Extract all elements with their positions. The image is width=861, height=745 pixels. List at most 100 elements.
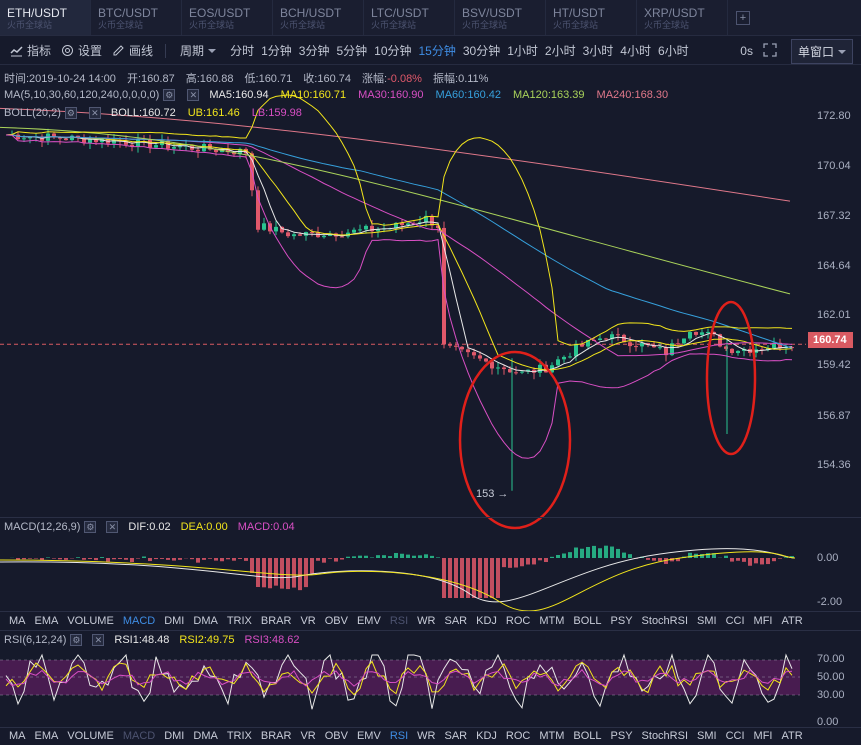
indicator-tab[interactable]: MA (9, 615, 26, 627)
pair-tab[interactable]: XRP/USDT 火币全球站 (637, 0, 728, 35)
pair-tab[interactable]: BTC/USDT 火币全球站 (91, 0, 182, 35)
period-option[interactable]: 15分钟 (418, 44, 456, 58)
rsi-settings-icon[interactable]: ⚙ (70, 634, 83, 646)
indicator-tab[interactable]: MTM (539, 615, 565, 627)
indicator-tab[interactable]: TRIX (226, 615, 252, 627)
ma60-value: MA60:160.42 (435, 89, 501, 101)
add-tab-button[interactable]: + (736, 11, 750, 25)
indicator-tab[interactable]: PSY (610, 615, 633, 627)
indicator-tab[interactable]: VR (300, 730, 316, 742)
pair-tab[interactable]: EOS/USDT 火币全球站 (182, 0, 273, 35)
rsi-close-icon[interactable]: ✕ (92, 634, 105, 646)
period-option[interactable]: 1小时 (507, 44, 538, 58)
period-option[interactable]: 30分钟 (462, 44, 501, 58)
indicator-tab[interactable]: OBV (324, 615, 348, 627)
price-axis: 172.80 170.04 167.32 164.64 162.01 159.4… (803, 0, 861, 520)
period-option[interactable]: 6小时 (657, 44, 689, 58)
indicator-tab[interactable]: MACD (122, 615, 156, 627)
indicator-tab[interactable]: VR (300, 615, 316, 627)
indicator-tab[interactable]: DMA (193, 730, 218, 742)
period-option[interactable]: 分时 (230, 44, 255, 58)
indicator-tab[interactable]: StochRSI (641, 730, 689, 742)
period-option[interactable]: 3小时 (582, 44, 614, 58)
pair-tab[interactable]: LTC/USDT 火币全球站 (364, 0, 455, 35)
indicator-tab[interactable]: MFI (753, 615, 773, 627)
period-option[interactable]: 5分钟 (336, 44, 368, 58)
cycle-dropdown[interactable]: 周期 (180, 42, 217, 59)
indicator-tab[interactable]: ROC (505, 730, 531, 742)
period-option[interactable]: 4小时 (620, 44, 651, 58)
indicator-tab[interactable]: CCI (725, 730, 745, 742)
indicator-tab[interactable]: BRAR (260, 730, 292, 742)
indicator-tab[interactable]: SMI (697, 730, 717, 742)
macd-settings-icon[interactable]: ⚙ (84, 521, 97, 533)
ma-close-icon[interactable]: ✕ (187, 89, 200, 101)
indicator-tab[interactable]: WR (417, 730, 436, 742)
indicator-tab[interactable]: DMA (193, 615, 218, 627)
pair-tab[interactable]: HT/USDT 火币全球站 (546, 0, 637, 35)
indicator-tab[interactable]: EMA (34, 730, 59, 742)
indicator-tab[interactable]: CCI (725, 615, 745, 627)
candle-body (430, 215, 434, 226)
indicator-tab[interactable]: RSI (389, 730, 409, 742)
indicator-tab[interactable]: EMV (356, 730, 381, 742)
ma30-value: MA30:160.90 (358, 89, 424, 101)
ohlc-amplitude: 振幅:0.11% (433, 73, 489, 85)
indicator-tab[interactable]: VOLUME (67, 615, 114, 627)
indicator-tab[interactable]: KDJ (476, 730, 497, 742)
indicator-tab[interactable]: OBV (324, 730, 348, 742)
indicator-tab[interactable]: SAR (444, 730, 468, 742)
ma-settings-icon[interactable]: ⚙ (163, 89, 176, 101)
indicator-tab[interactable]: MTM (539, 730, 565, 742)
indicator-tab[interactable]: DMI (164, 730, 185, 742)
indicator-tab[interactable]: SAR (444, 615, 468, 627)
period-option[interactable]: 2小时 (544, 44, 576, 58)
draw-line-button[interactable]: 画线 (112, 42, 153, 59)
indicator-tab[interactable]: DMI (164, 615, 185, 627)
price-tick: 159.42 (817, 359, 851, 371)
pair-tab[interactable]: BSV/USDT 火币全球站 (455, 0, 546, 35)
indicator-tab[interactable]: WR (417, 615, 436, 627)
indicator-tab[interactable]: PSY (610, 730, 633, 742)
indicator-button[interactable]: 指标 (10, 42, 51, 59)
indicator-tab[interactable]: SMI (697, 615, 717, 627)
indicator-tab[interactable]: EMA (34, 615, 59, 627)
indicator-tab[interactable]: EMV (356, 615, 381, 627)
indicator-tab[interactable]: BRAR (260, 615, 292, 627)
boll-close-icon[interactable]: ✕ (88, 107, 101, 119)
period-option[interactable]: 1分钟 (261, 44, 292, 58)
indicator-tab[interactable]: RSI (389, 615, 409, 627)
boll-lower-line (5, 134, 793, 459)
boll-settings-icon[interactable]: ⚙ (64, 107, 77, 119)
indicator-label: 指标 (27, 44, 52, 58)
candle-body (616, 334, 620, 336)
indicator-tab[interactable]: MFI (753, 730, 773, 742)
indicator-tab[interactable]: ATR (781, 730, 803, 742)
period-option[interactable]: 3分钟 (298, 44, 330, 58)
fullscreen-icon[interactable] (763, 42, 777, 60)
indicator-tab[interactable]: TRIX (226, 730, 252, 742)
indicator-tab[interactable]: ATR (781, 615, 803, 627)
macd-bar (664, 558, 668, 564)
candle-body (232, 152, 236, 155)
indicator-tab[interactable]: BOLL (573, 730, 602, 742)
indicator-tab[interactable]: BOLL (573, 615, 602, 627)
indicator-tab[interactable]: ROC (505, 615, 531, 627)
single-window-dropdown[interactable]: 单窗口 (790, 38, 853, 64)
indicator-tab[interactable]: KDJ (476, 615, 497, 627)
indicator-tab[interactable]: MA (9, 730, 26, 742)
indicator-tab[interactable]: StochRSI (641, 615, 689, 627)
settings-button[interactable]: 设置 (61, 42, 102, 59)
indicator-tab[interactable]: VOLUME (67, 730, 114, 742)
indicator-tab[interactable]: MACD (122, 730, 156, 742)
macd-tick: -2.00 (817, 596, 843, 608)
macd-close-icon[interactable]: ✕ (106, 521, 119, 533)
macd-bar (226, 558, 230, 560)
candle-body (298, 234, 302, 236)
pair-tab[interactable]: ETH/USDT 火币全球站 (0, 0, 91, 35)
macd-bar (136, 558, 140, 559)
pair-tab[interactable]: BCH/USDT 火币全球站 (273, 0, 364, 35)
price-tick: 164.64 (817, 260, 851, 272)
period-option[interactable]: 10分钟 (374, 44, 412, 58)
